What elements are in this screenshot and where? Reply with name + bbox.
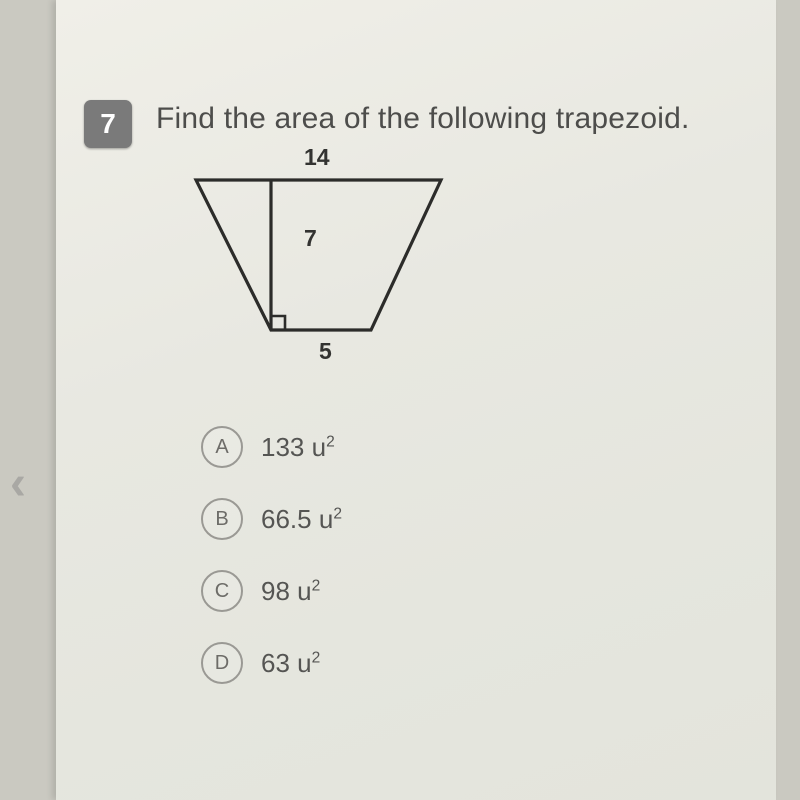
figure-top-base-label: 14 bbox=[304, 144, 330, 171]
option-text: 133 u2 bbox=[261, 432, 335, 463]
option-c[interactable]: C 98 u2 bbox=[201, 570, 342, 612]
option-text: 66.5 u2 bbox=[261, 504, 342, 535]
answer-options: A 133 u2 B 66.5 u2 C 98 u2 D 63 u2 bbox=[201, 426, 342, 714]
figure-bottom-base-label: 5 bbox=[319, 338, 332, 365]
option-text: 63 u2 bbox=[261, 648, 320, 679]
option-letter: C bbox=[201, 570, 243, 612]
question-number-badge: 7 bbox=[84, 100, 132, 148]
option-d[interactable]: D 63 u2 bbox=[201, 642, 342, 684]
option-letter: B bbox=[201, 498, 243, 540]
option-letter: A bbox=[201, 426, 243, 468]
figure-height-label: 7 bbox=[304, 225, 317, 252]
option-letter: D bbox=[201, 642, 243, 684]
option-a[interactable]: A 133 u2 bbox=[201, 426, 342, 468]
trapezoid-figure: 14 7 5 bbox=[176, 150, 456, 375]
trapezoid-svg bbox=[176, 150, 456, 375]
question-prompt: Find the area of the following trapezoid… bbox=[156, 102, 690, 136]
nav-prev[interactable]: ‹ bbox=[10, 460, 26, 508]
option-b[interactable]: B 66.5 u2 bbox=[201, 498, 342, 540]
worksheet-page: 7 Find the area of the following trapezo… bbox=[56, 0, 776, 800]
option-text: 98 u2 bbox=[261, 576, 320, 607]
